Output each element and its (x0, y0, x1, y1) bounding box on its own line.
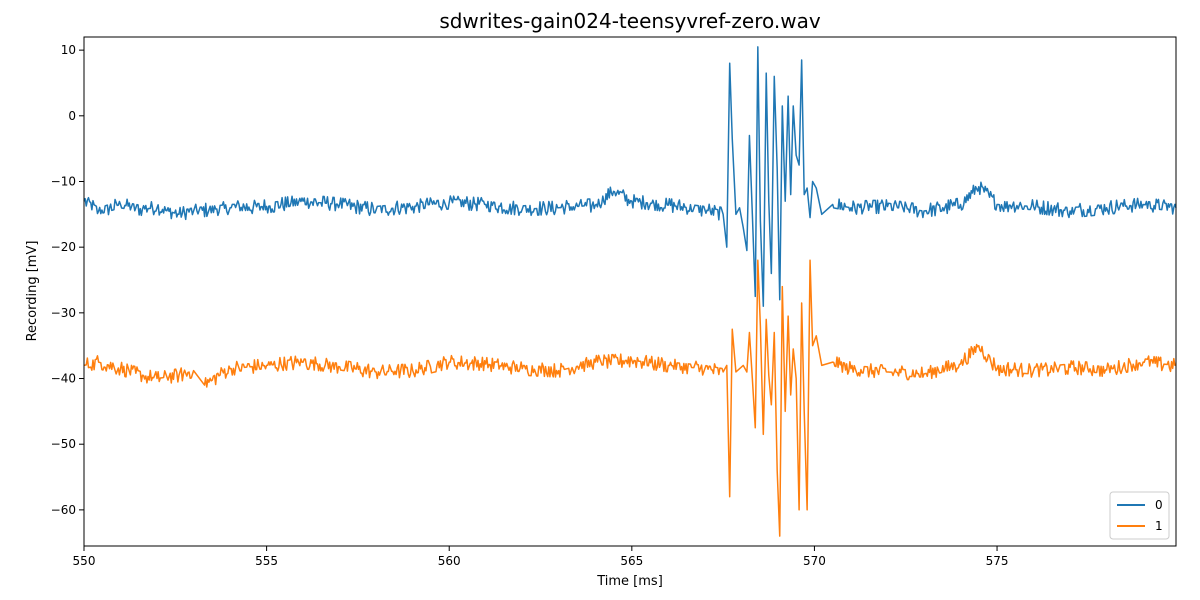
y-tick-label: −20 (51, 240, 76, 254)
plot-area (84, 37, 1176, 546)
y-tick-label: −10 (51, 174, 76, 188)
series-layer (83, 46, 1177, 537)
legend-label-0: 0 (1155, 498, 1163, 512)
x-axis-label: Time [ms] (596, 574, 663, 589)
y-tick-label: −30 (51, 306, 76, 320)
x-tick-label: 560 (438, 554, 461, 568)
legend: 01 (1109, 491, 1170, 540)
legend-label-1: 1 (1155, 519, 1163, 533)
legend-box (1109, 491, 1170, 540)
x-tick-label: 575 (986, 554, 1009, 568)
chart-title: sdwrites-gain024-teensyvref-zero.wav (439, 9, 821, 33)
x-tick-label: 565 (620, 554, 643, 568)
series-line-0 (83, 46, 1177, 308)
y-tick-label: −50 (51, 437, 76, 451)
x-axis: 550 555 560 565 570 575 (73, 546, 1009, 568)
y-tick-label: −40 (51, 372, 76, 386)
y-tick-label: 10 (61, 43, 76, 57)
x-tick-label: 550 (73, 554, 96, 568)
y-tick-label: 0 (68, 109, 76, 123)
plot-frame (83, 36, 1177, 547)
x-tick-label: 570 (803, 554, 826, 568)
series-line-1 (83, 259, 1177, 537)
y-axis-label: Recording [mV] (25, 241, 40, 342)
y-tick-label: −60 (51, 503, 76, 517)
y-axis: 10 0 −10 −20 −30 −40 −50 −60 (51, 43, 84, 517)
x-tick-label: 555 (255, 554, 278, 568)
